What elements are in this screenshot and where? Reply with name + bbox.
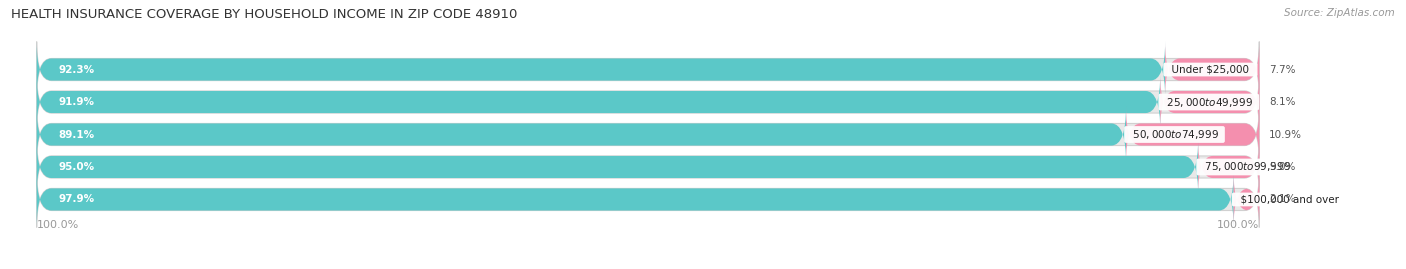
- FancyBboxPatch shape: [1198, 139, 1260, 195]
- Text: 2.1%: 2.1%: [1270, 194, 1295, 204]
- Text: 100.0%: 100.0%: [1218, 220, 1260, 230]
- Text: $100,000 and over: $100,000 and over: [1233, 194, 1346, 204]
- FancyBboxPatch shape: [1166, 42, 1260, 97]
- Text: Source: ZipAtlas.com: Source: ZipAtlas.com: [1284, 8, 1395, 18]
- FancyBboxPatch shape: [37, 42, 1166, 97]
- Text: 89.1%: 89.1%: [59, 129, 94, 140]
- FancyBboxPatch shape: [37, 139, 1198, 195]
- Text: $25,000 to $49,999: $25,000 to $49,999: [1160, 95, 1257, 108]
- Text: 97.9%: 97.9%: [59, 194, 94, 204]
- FancyBboxPatch shape: [37, 74, 1160, 130]
- FancyBboxPatch shape: [1126, 107, 1260, 162]
- FancyBboxPatch shape: [37, 107, 1126, 162]
- Text: 92.3%: 92.3%: [59, 65, 94, 75]
- FancyBboxPatch shape: [37, 107, 1260, 162]
- FancyBboxPatch shape: [37, 139, 1260, 195]
- Text: 91.9%: 91.9%: [59, 97, 94, 107]
- Text: 10.9%: 10.9%: [1270, 129, 1302, 140]
- Text: $75,000 to $99,999: $75,000 to $99,999: [1198, 161, 1295, 174]
- Text: $50,000 to $74,999: $50,000 to $74,999: [1126, 128, 1223, 141]
- Text: 95.0%: 95.0%: [59, 162, 94, 172]
- Text: 5.0%: 5.0%: [1270, 162, 1295, 172]
- FancyBboxPatch shape: [37, 172, 1260, 227]
- FancyBboxPatch shape: [37, 172, 1233, 227]
- Text: 7.7%: 7.7%: [1270, 65, 1295, 75]
- Text: 8.1%: 8.1%: [1270, 97, 1295, 107]
- Text: Under $25,000: Under $25,000: [1166, 65, 1256, 75]
- FancyBboxPatch shape: [37, 74, 1260, 130]
- FancyBboxPatch shape: [1233, 172, 1260, 227]
- Text: 100.0%: 100.0%: [37, 220, 79, 230]
- Text: HEALTH INSURANCE COVERAGE BY HOUSEHOLD INCOME IN ZIP CODE 48910: HEALTH INSURANCE COVERAGE BY HOUSEHOLD I…: [11, 8, 517, 21]
- FancyBboxPatch shape: [1160, 74, 1260, 130]
- FancyBboxPatch shape: [37, 42, 1260, 97]
